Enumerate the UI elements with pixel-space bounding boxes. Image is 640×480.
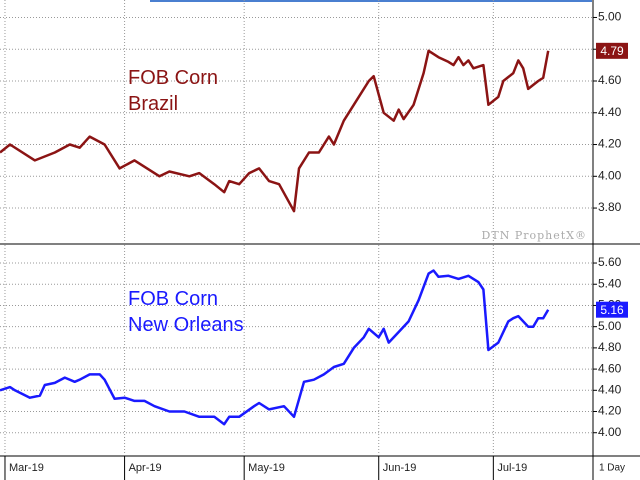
panel-title: FOB Corn	[128, 288, 218, 310]
last-value-label: 4.79	[600, 44, 624, 58]
y-tick-label: 5.40	[598, 276, 622, 290]
x-tick-label: Mar-19	[9, 462, 44, 474]
panel-title: FOB Corn	[128, 67, 218, 89]
x-tick-label: May-19	[248, 462, 285, 474]
y-tick-label: 4.60	[598, 73, 622, 87]
y-tick-label: 5.60	[598, 255, 622, 269]
y-tick-label: 3.80	[598, 200, 622, 214]
watermark: DTN ProphetX®	[482, 229, 587, 242]
x-tick-label: Jul-19	[497, 462, 527, 474]
panel-title: Brazil	[128, 93, 178, 115]
x-tick-label: Jun-19	[383, 462, 417, 474]
y-tick-label: 4.00	[598, 425, 622, 439]
y-tick-label: 5.00	[598, 10, 622, 24]
last-value-box	[596, 42, 628, 59]
y-tick-label: 4.00	[598, 168, 622, 182]
x-tick-label: Apr-19	[129, 462, 162, 474]
y-tick-label: 4.60	[598, 361, 622, 375]
y-tick-label: 4.20	[598, 137, 622, 151]
panel-title: New Orleans	[128, 314, 244, 336]
price-line	[0, 269, 550, 426]
y-tick-label: 4.80	[598, 340, 622, 354]
last-value-box	[596, 301, 628, 318]
price-line	[0, 49, 550, 213]
period-label: 1 Day	[599, 463, 625, 474]
last-value-label: 5.16	[600, 303, 624, 317]
y-tick-label: 5.00	[598, 319, 622, 333]
y-tick-label: 4.40	[598, 105, 622, 119]
y-tick-label: 4.40	[598, 382, 622, 396]
y-tick-label: 4.20	[598, 404, 622, 418]
